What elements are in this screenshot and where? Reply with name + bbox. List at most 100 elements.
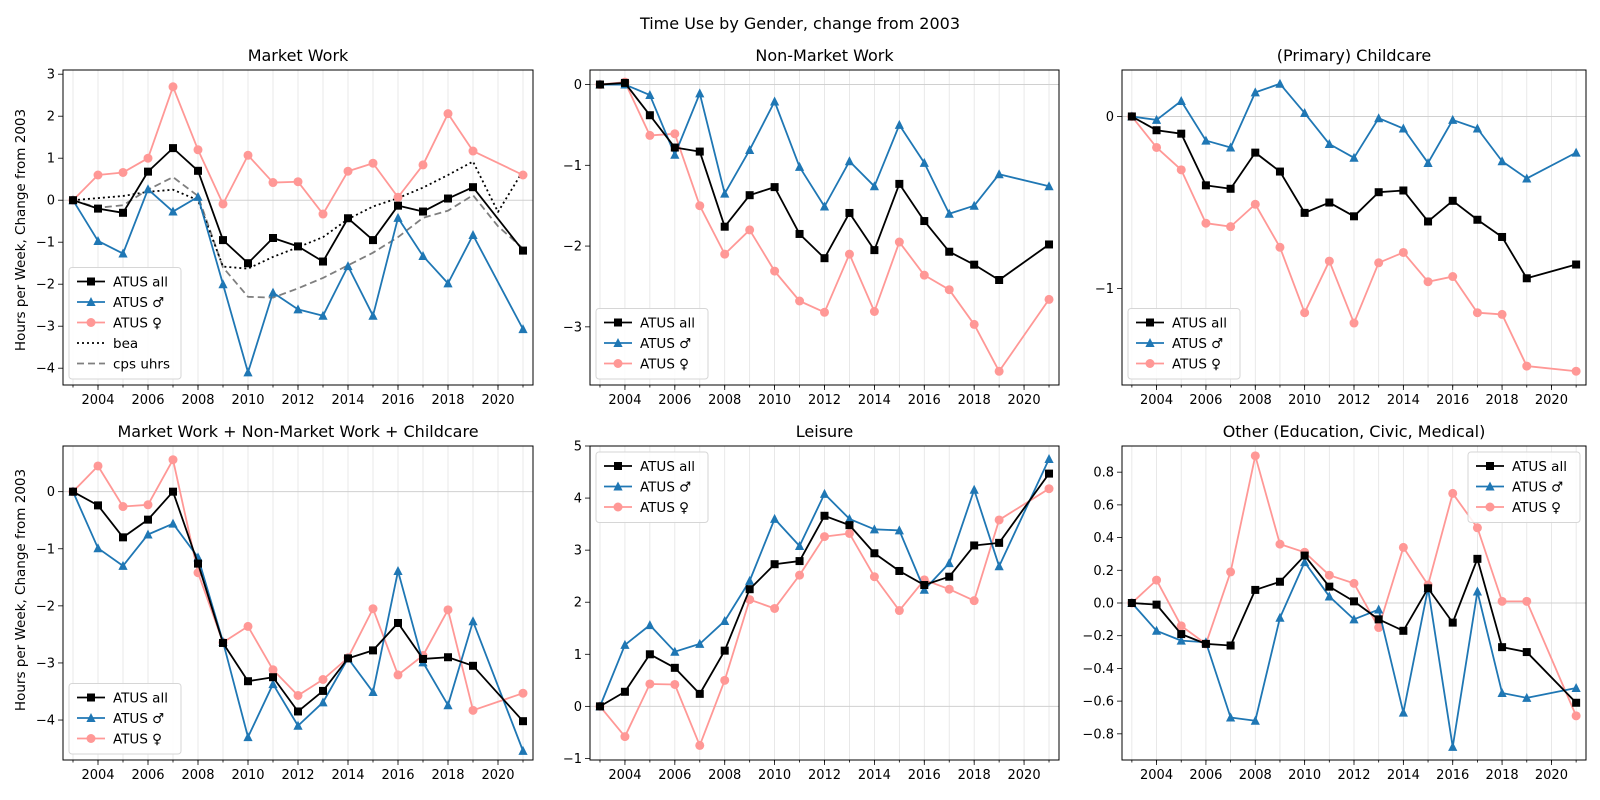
data-point	[745, 595, 755, 605]
data-point	[1350, 212, 1358, 221]
panel-title: Leisure	[796, 422, 853, 441]
data-point	[1151, 114, 1162, 124]
data-point	[645, 679, 655, 689]
data-point	[844, 528, 854, 538]
series-line	[1131, 554, 1577, 704]
data-point	[419, 654, 427, 663]
data-point	[1226, 567, 1236, 577]
data-point	[1225, 142, 1236, 152]
data-point	[1448, 196, 1457, 205]
data-point	[269, 234, 277, 242]
data-point	[393, 192, 403, 202]
data-point	[269, 673, 277, 682]
data-point	[1423, 277, 1433, 287]
legend-marker	[613, 502, 623, 512]
y-tick-label: −3	[36, 656, 55, 671]
data-point	[393, 566, 403, 576]
series-line	[72, 490, 524, 722]
data-point	[620, 687, 629, 696]
x-tick-label: 2018	[958, 768, 991, 783]
legend-label: ATUS ♀	[113, 316, 162, 332]
data-point	[870, 246, 879, 255]
series-line	[599, 83, 1050, 215]
data-point	[969, 200, 979, 210]
data-point	[143, 500, 153, 510]
data-point	[193, 191, 203, 201]
data-point	[970, 260, 979, 269]
data-point	[1424, 584, 1433, 593]
legend-marker	[1146, 318, 1154, 327]
data-point	[243, 621, 253, 631]
data-point	[845, 208, 854, 217]
data-point	[894, 525, 904, 535]
x-tick-label: 2004	[608, 768, 641, 783]
y-tick-label: −4	[36, 362, 55, 377]
data-point	[1251, 585, 1260, 594]
x-tick-label: 2016	[381, 768, 414, 783]
x-tick-label: 2012	[808, 768, 841, 783]
panel-4: Market Work + Non-Market Work + Childcar…	[36, 422, 534, 783]
data-point	[894, 119, 904, 129]
data-point	[920, 581, 929, 590]
data-point	[1473, 554, 1482, 563]
data-point	[945, 572, 954, 581]
data-point	[1398, 123, 1408, 133]
x-tick-label: 2004	[81, 768, 114, 783]
data-point	[1177, 630, 1186, 639]
legend-label: ATUS ♀	[1172, 357, 1221, 373]
x-tick-label: 2018	[431, 393, 464, 408]
data-point	[944, 208, 954, 218]
data-point	[1424, 217, 1433, 226]
y-tick-label: −2	[563, 240, 582, 255]
data-point	[1350, 597, 1358, 606]
data-point	[194, 166, 202, 175]
y-axis-label-top: Hours per Week, Change from 2003	[13, 109, 29, 351]
panel-1: Market Work 2004 2006 2008 2010 2012 2014 2016 2…	[36, 46, 534, 408]
data-point	[1152, 126, 1161, 135]
data-point	[695, 88, 705, 98]
data-point	[869, 181, 879, 191]
y-tick-label: 4	[574, 492, 582, 507]
data-point	[518, 745, 528, 755]
series-line	[599, 82, 1050, 281]
data-point	[268, 287, 278, 297]
data-point	[418, 251, 428, 261]
data-point	[1225, 712, 1236, 722]
legend-marker	[1486, 462, 1494, 470]
data-point	[695, 201, 705, 211]
x-tick-label: 2006	[658, 393, 691, 408]
data-point	[944, 584, 954, 594]
data-point	[1324, 139, 1334, 149]
data-point	[1275, 539, 1285, 549]
legend: ATUS all ATUS ♂ ATUS ♀	[1127, 308, 1241, 380]
data-point	[443, 278, 453, 288]
legend-marker	[613, 338, 623, 347]
x-tick-label: 2012	[1337, 393, 1370, 408]
data-point	[1349, 614, 1359, 624]
data-point	[319, 686, 327, 695]
data-point	[169, 487, 177, 496]
data-point	[118, 560, 128, 570]
legend-label: ATUS all	[113, 691, 168, 707]
y-tick-label: −0.6	[1082, 695, 1114, 710]
data-point	[1045, 469, 1054, 478]
legend-box	[1127, 308, 1241, 380]
legend-marker	[87, 693, 95, 702]
data-point	[1044, 294, 1054, 304]
data-point	[143, 184, 153, 194]
data-point	[1325, 582, 1334, 591]
data-point	[344, 654, 352, 663]
data-point	[595, 80, 604, 89]
x-tick-label: 2008	[708, 768, 741, 783]
data-point	[1522, 361, 1532, 371]
data-point	[645, 650, 654, 659]
panel-title: (Primary) Childcare	[1277, 46, 1431, 65]
x-tick-label: 2008	[181, 768, 214, 783]
data-point	[819, 201, 830, 211]
series-all	[1127, 551, 1581, 707]
data-point	[869, 307, 879, 316]
x-tick-label: 2014	[1387, 393, 1420, 408]
legend-marker	[1485, 502, 1495, 512]
legend-box	[68, 683, 182, 755]
